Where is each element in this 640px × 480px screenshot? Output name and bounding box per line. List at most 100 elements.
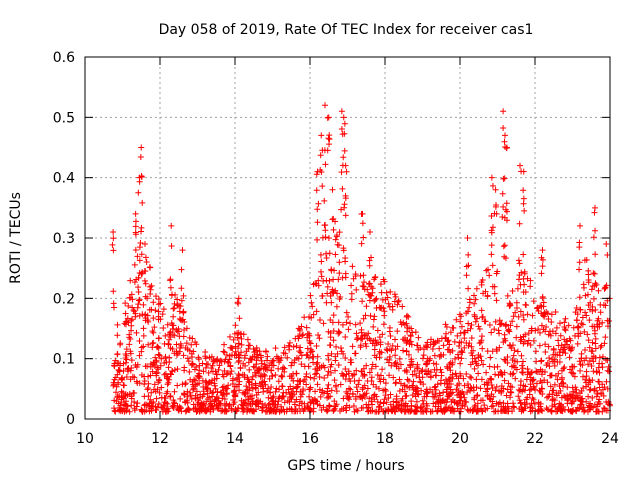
data-point [436, 345, 443, 352]
data-point [216, 362, 223, 369]
data-point [135, 274, 142, 281]
data-point [290, 343, 297, 350]
data-point [292, 406, 299, 413]
data-point [545, 315, 552, 322]
data-point [510, 352, 517, 359]
data-point [181, 392, 188, 399]
data-point [122, 310, 129, 317]
data-point [244, 374, 251, 381]
data-point [380, 400, 387, 407]
data-point [316, 335, 323, 342]
data-point [137, 154, 144, 161]
data-point [501, 335, 508, 342]
data-point [134, 253, 141, 260]
data-point [574, 340, 581, 347]
data-point [489, 224, 496, 231]
data-point [303, 381, 310, 388]
data-point [164, 381, 171, 388]
data-point [328, 266, 335, 273]
data-point [230, 389, 237, 396]
data-point [228, 405, 235, 412]
data-point [312, 280, 319, 287]
data-point [503, 200, 510, 207]
data-point [178, 266, 185, 273]
data-point [370, 316, 377, 323]
data-point [360, 365, 367, 372]
data-point [536, 387, 543, 394]
data-point [366, 335, 373, 342]
data-point [529, 407, 536, 414]
data-point [411, 368, 418, 375]
data-point [520, 275, 527, 282]
data-point [446, 378, 453, 385]
data-point [357, 335, 364, 342]
data-point [243, 383, 250, 390]
data-point [532, 348, 539, 355]
data-point [538, 371, 545, 378]
data-point [603, 399, 610, 406]
data-point [291, 359, 298, 366]
data-point [338, 126, 345, 133]
data-point [137, 240, 144, 247]
data-point [414, 342, 421, 349]
data-point [170, 322, 177, 329]
data-point [572, 384, 579, 391]
data-point [602, 284, 609, 291]
data-point [261, 371, 268, 378]
data-point [569, 363, 576, 370]
data-point [374, 371, 381, 378]
data-point [140, 332, 147, 339]
data-point [203, 379, 210, 386]
data-point [292, 335, 299, 342]
data-point [141, 377, 148, 384]
data-point [537, 378, 544, 385]
data-point [587, 386, 594, 393]
data-point [138, 224, 145, 231]
data-point [330, 337, 337, 344]
data-point [346, 375, 353, 382]
data-point [154, 344, 161, 351]
data-point [599, 386, 606, 393]
data-point [163, 390, 170, 397]
data-point [389, 342, 396, 349]
data-point [142, 280, 149, 287]
data-point [401, 388, 408, 395]
data-point [449, 371, 456, 378]
data-point [562, 350, 569, 357]
data-point [341, 130, 348, 137]
data-point [520, 251, 527, 258]
data-point [244, 386, 251, 393]
data-point [255, 397, 262, 404]
data-point [479, 408, 486, 415]
data-point [603, 378, 610, 385]
data-point [557, 407, 564, 414]
data-point [325, 381, 332, 388]
data-point [293, 343, 300, 350]
data-point [306, 339, 313, 346]
data-point [472, 318, 479, 325]
data-point [317, 152, 324, 159]
data-point [602, 334, 609, 341]
data-point [368, 374, 375, 381]
data-point [374, 398, 381, 405]
data-point [542, 368, 549, 375]
data-point [472, 358, 479, 365]
data-point [215, 366, 222, 373]
data-point [278, 372, 285, 379]
data-point [492, 186, 499, 193]
data-point [192, 395, 199, 402]
data-point [501, 356, 508, 363]
data-point [431, 340, 438, 347]
data-point [339, 370, 346, 377]
data-point [305, 354, 312, 361]
data-point [327, 334, 334, 341]
data-point [217, 357, 224, 364]
data-point [181, 364, 188, 371]
data-point [293, 384, 300, 391]
data-point [255, 365, 262, 372]
data-point [401, 321, 408, 328]
data-point [590, 234, 597, 241]
data-point [323, 254, 330, 261]
data-point [478, 333, 485, 340]
data-point [516, 220, 523, 227]
